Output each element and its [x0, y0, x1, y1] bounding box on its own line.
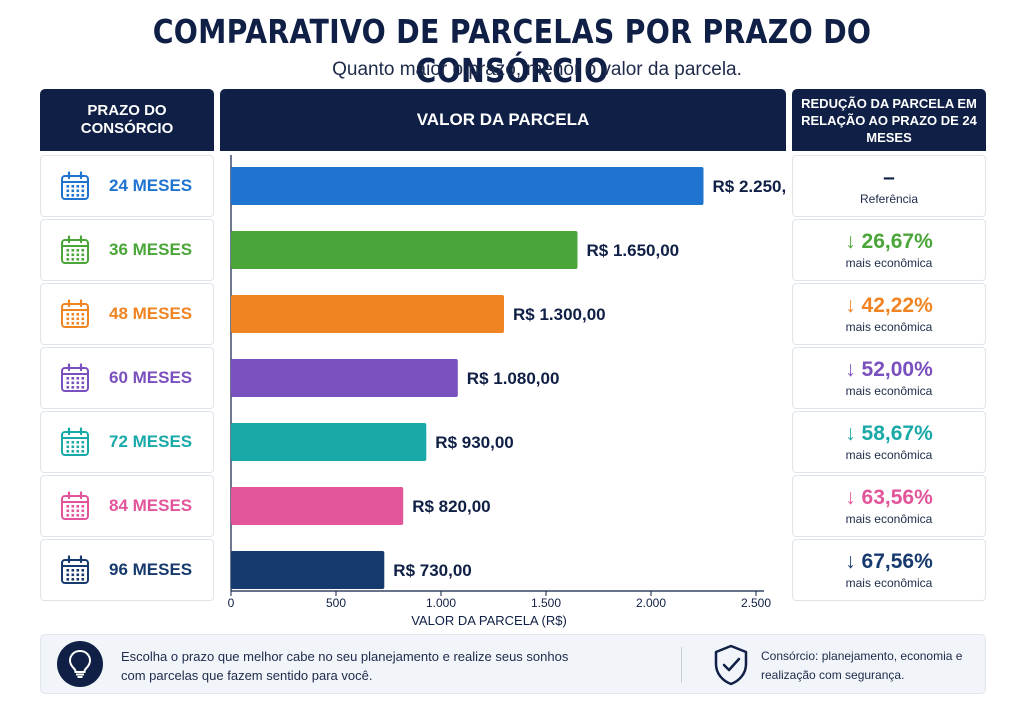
calendar-icon: [61, 555, 89, 584]
term-label: 84 MESES: [109, 496, 193, 515]
term-card: 96 MESES: [40, 539, 214, 601]
term-label: 72 MESES: [109, 432, 193, 451]
term-card: 84 MESES: [40, 475, 214, 537]
reduction-caption: mais econômica: [845, 256, 933, 270]
x-tick-label: 500: [326, 596, 346, 610]
calendar-icon: [61, 171, 89, 200]
bar: [231, 167, 704, 205]
term-label: 24 MESES: [109, 176, 193, 195]
footer-panel: Escolha o prazo que melhor cabe no seu p…: [40, 634, 986, 694]
x-tick-label: 0: [228, 596, 235, 610]
header-reducao: REDUÇÃO DA PARCELA EM RELAÇÃO AO PRAZO D…: [792, 89, 986, 151]
bar: [231, 231, 578, 269]
term-label: 48 MESES: [109, 304, 193, 323]
bar-value-label: R$ 1.300,00: [513, 305, 606, 324]
bar-chart: R$ 2.250,00 R$ 1.650,00 R$ 1.300,00 R$ 1.08…: [220, 151, 805, 631]
reduction-caption: Referência: [859, 192, 919, 206]
x-tick-label: 2.000: [636, 596, 666, 610]
bar-value-label: R$ 2.250,00: [713, 177, 787, 196]
bar: [231, 295, 504, 333]
footer-tagline: Consórcio: planejamento, economia e real…: [761, 649, 963, 682]
reduction-caption: mais econômica: [845, 384, 933, 398]
calendar-icon: [61, 299, 89, 328]
calendar-icon: [61, 491, 89, 520]
bar-value-label: R$ 820,00: [412, 497, 490, 516]
x-tick-label: 1.500: [531, 596, 561, 610]
bar: [231, 359, 458, 397]
reduction-value: ↓ 63,56%: [845, 486, 933, 509]
term-label: 60 MESES: [109, 368, 193, 387]
footer-tip: Escolha o prazo que melhor cabe no seu p…: [121, 649, 569, 683]
bar-chart-svg: R$ 2.250,00 R$ 1.650,00 R$ 1.300,00 R$ 1.08…: [228, 155, 805, 628]
reduction-value: ↓ 26,67%: [845, 230, 933, 253]
reduction-caption: mais econômica: [845, 448, 933, 462]
term-label: 96 MESES: [109, 560, 193, 579]
term-card: 60 MESES: [40, 347, 214, 409]
header-prazo: PRAZO DO CONSÓRCIO: [40, 89, 214, 151]
term-card: 48 MESES: [40, 283, 214, 345]
calendar-icon: [61, 427, 89, 456]
bar-value-label: R$ 1.080,00: [467, 369, 560, 388]
x-tick-label: 2.500: [741, 596, 771, 610]
reduction-value: –: [883, 166, 895, 189]
reduction-value: ↓ 42,22%: [845, 294, 933, 317]
reduction-value: ↓ 52,00%: [845, 358, 933, 381]
x-tick-label: 1.000: [426, 596, 456, 610]
reduction-card: ↓ 52,00% mais econômica: [792, 347, 986, 409]
term-label: 36 MESES: [109, 240, 193, 259]
term-card: 24 MESES: [40, 155, 214, 217]
reduction-card: ↓ 63,56% mais econômica: [792, 475, 986, 537]
reduction-card: ↓ 67,56% mais econômica: [792, 539, 986, 601]
term-card: 36 MESES: [40, 219, 214, 281]
reduction-value: ↓ 67,56%: [845, 550, 933, 573]
reduction-card: ↓ 58,67% mais econômica: [792, 411, 986, 473]
bar-value-label: R$ 1.650,00: [587, 241, 680, 260]
chart-subtitle: Quanto maior o prazo, menor o valor da p…: [332, 59, 742, 80]
calendar-icon: [61, 363, 89, 392]
bar: [231, 551, 385, 589]
header-valor: VALOR DA PARCELA: [220, 89, 786, 151]
bar-value-label: R$ 930,00: [435, 433, 513, 452]
bar: [231, 423, 427, 461]
lightbulb-icon: [57, 641, 103, 687]
reduction-caption: mais econômica: [845, 320, 933, 334]
reduction-value: ↓ 58,67%: [845, 422, 933, 445]
bar-value-label: R$ 730,00: [393, 561, 471, 580]
reduction-card: – Referência: [792, 155, 986, 217]
shield-check-icon: [711, 643, 751, 687]
chart-title: COMPARATIVO DE PARCELAS POR PRAZO DO CON…: [152, 12, 872, 90]
calendar-icon: [61, 235, 89, 264]
term-card: 72 MESES: [40, 411, 214, 473]
reduction-caption: mais econômica: [845, 512, 933, 526]
reduction-card: ↓ 26,67% mais econômica: [792, 219, 986, 281]
reduction-caption: mais econômica: [845, 576, 933, 590]
x-axis-title: VALOR DA PARCELA (R$): [411, 613, 567, 628]
reduction-card: ↓ 42,22% mais econômica: [792, 283, 986, 345]
footer-divider: [681, 647, 682, 683]
bar: [231, 487, 404, 525]
